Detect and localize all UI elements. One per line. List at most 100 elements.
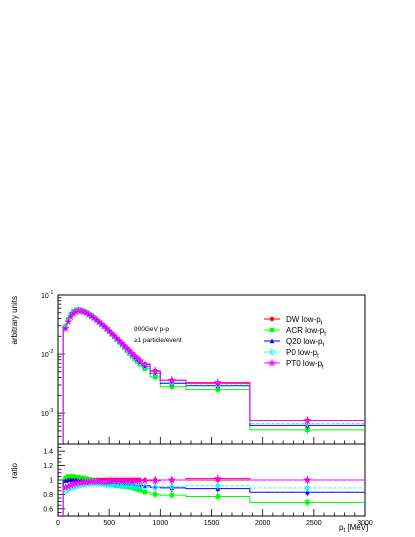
legend-label-pt0-low-p: PT0 low-pt — [286, 359, 324, 371]
ratio-point-pt0-low-p — [76, 478, 86, 487]
ratio-point-acr-low-p — [129, 485, 135, 491]
ratio-point-acr-low-p — [124, 485, 130, 490]
ratio-point-acr-low-p — [119, 484, 125, 489]
main-point-acr-low-p — [305, 427, 310, 433]
main-point-pt0-low-p — [140, 360, 150, 369]
main-point-p0-low-p — [62, 324, 69, 332]
y-tick-exponent: -2 — [49, 349, 54, 355]
ratio-point-acr-low-p — [305, 500, 310, 505]
ratio-point-acr-low-p — [76, 474, 81, 480]
x-axis-label-subscript: t — [343, 528, 345, 534]
ratio-point-acr-low-p — [71, 474, 76, 479]
main-panel: 10-110-210-3 arbitrary units 900GeV p-p … — [10, 290, 366, 445]
ratio-point-pt0-low-p — [84, 477, 94, 486]
y-tick-label: 10-3 — [41, 408, 53, 418]
ratio-point-p0-low-p — [168, 482, 175, 490]
ratio-y-tick-label: 0.6 — [43, 506, 53, 513]
y-tick-label: 10-2 — [41, 349, 53, 359]
ratio-point-pt0-low-p — [140, 476, 150, 485]
ratio-point-acr-low-p — [68, 474, 73, 479]
ratio-point-acr-low-p — [142, 490, 148, 495]
ratio-y-tick-label: 1 — [49, 478, 53, 485]
main-point-pt0-low-p — [117, 339, 127, 348]
legend-marker-dw-low-p — [269, 316, 275, 322]
ratio-point-pt0-low-p — [69, 479, 78, 488]
ratio-point-acr-low-p — [122, 484, 127, 489]
ratio-point-p0-low-p — [304, 484, 311, 492]
main-point-pt0-low-p — [61, 324, 70, 333]
ratio-point-acr-low-p — [127, 485, 132, 490]
ratio-y-tick-label: 1.4 — [43, 449, 53, 456]
main-point-pt0-low-p — [303, 416, 312, 425]
x-axis-label-unit: [MeV] — [345, 523, 368, 532]
main-point-pt0-low-p — [135, 356, 145, 365]
ratio-point-pt0-low-p — [61, 482, 70, 491]
x-axis-label-main: p — [339, 523, 344, 532]
ratio-panel: 1.4 1.2 1 0.8 0.60 500 1000 1500 2000 2500 3000 ra… — [10, 437, 373, 534]
ratio-point-p0-low-p — [214, 482, 221, 490]
ratio-point-acr-low-p — [81, 475, 86, 481]
ratio-ticks: 1.4 1.2 1 0.8 0.60 500 1000 1500 2000 2500 3000 — [43, 437, 373, 527]
legend-marker-q20-low-p — [269, 338, 275, 344]
ratio-point-q20-low-p — [142, 483, 148, 488]
ratio-point-pt0-low-p — [303, 475, 312, 484]
main-point-pt0-low-p — [125, 346, 134, 355]
main-markers — [61, 306, 312, 434]
x-tick-label: 500 — [103, 520, 115, 527]
main-point-pt0-low-p — [66, 312, 75, 321]
main-point-pt0-low-p — [115, 336, 124, 345]
main-point-pt0-low-p — [127, 349, 137, 358]
annotation-selection: ≥1 particle/event — [134, 337, 182, 344]
ratio-point-q20-low-p — [305, 489, 310, 495]
ratio-point-acr-low-p — [78, 475, 84, 481]
x-axis-label: pt [MeV] — [339, 523, 368, 534]
x-tick-label: 0 — [56, 520, 60, 527]
ratio-y-tick-label: 0.8 — [43, 492, 53, 499]
legend-marker-acr-low-p — [269, 327, 275, 333]
ratio-point-acr-low-p — [66, 474, 71, 479]
ratio-point-acr-low-p — [137, 487, 143, 493]
legend-label-subscript: t — [321, 321, 323, 327]
main-point-pt0-low-p — [120, 341, 129, 350]
x-tick-label: 1500 — [204, 520, 220, 527]
ratio-y-tick-label: 1.2 — [43, 463, 53, 470]
main-point-pt0-low-p — [107, 329, 116, 338]
main-point-pt0-low-p — [130, 351, 139, 360]
main-y-ticks: 10-1 10-2 10-3 — [41, 290, 65, 445]
ratio-point-pt0-low-p — [213, 474, 223, 483]
ratio-point-pt0-low-p — [167, 475, 177, 484]
ratio-point-acr-low-p — [215, 494, 221, 499]
main-point-pt0-low-p — [122, 344, 132, 353]
legend-label-q20-low-p: Q20 low-pt — [286, 337, 324, 349]
main-point-pt0-low-p — [104, 326, 114, 335]
y-axis-label: arbitrary units — [10, 296, 19, 344]
y-tick-label: 10-1 — [41, 290, 53, 300]
main-point-pt0-low-p — [167, 375, 177, 384]
legend-label-subscript: t — [322, 365, 324, 371]
main-point-p0-low-p — [65, 317, 72, 325]
main-point-pt0-low-p — [102, 324, 111, 333]
main-point-pt0-low-p — [64, 317, 73, 326]
main-point-pt0-low-p — [94, 317, 104, 326]
ratio-point-acr-low-p — [63, 475, 68, 481]
legend-label-subscript: t — [322, 343, 324, 349]
legend-marker-pt0-low-p — [267, 358, 277, 367]
main-point-pt0-low-p — [151, 366, 160, 375]
annotation-energy: 900GeV p-p — [134, 326, 169, 333]
ratio-axis-label: ratio — [10, 462, 19, 478]
y-tick-exponent: -3 — [49, 408, 54, 414]
main-point-pt0-low-p — [110, 331, 119, 340]
legend-marker-p0-low-p — [269, 348, 275, 356]
legend-label-dw-low-p: DW low-pt — [286, 315, 323, 327]
x-tick-label: 3000 — [357, 520, 373, 527]
ratio-point-acr-low-p — [153, 492, 158, 497]
ratio-point-pt0-low-p — [102, 477, 111, 486]
y-tick-exponent: -1 — [49, 290, 54, 296]
main-point-pt0-low-p — [112, 333, 122, 343]
ratio-markers — [61, 474, 312, 507]
ratio-point-acr-low-p — [169, 492, 174, 498]
ratio-point-p0-low-p — [137, 482, 143, 490]
ratio-point-pt0-low-p — [151, 476, 160, 485]
ratio-point-p0-low-p — [152, 483, 159, 491]
